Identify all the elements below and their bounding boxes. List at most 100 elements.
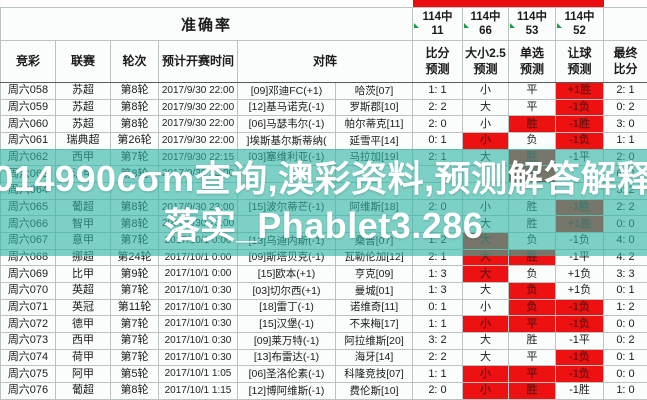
cell-handicap: +1胜 bbox=[555, 215, 604, 234]
cell-away: 科隆竞技[07] bbox=[335, 365, 413, 384]
cell-away: 马拉加[19] bbox=[335, 148, 413, 167]
cell-time bbox=[158, 182, 238, 200]
cell-home: ]埃斯基尔斯蒂纳( bbox=[237, 132, 336, 150]
cell-league: 英超 bbox=[55, 282, 111, 300]
col-header-handicap: 让球 预测 bbox=[555, 40, 604, 83]
cell-handicap: -1负 bbox=[555, 132, 604, 150]
col-header-round: 轮次 bbox=[110, 40, 159, 83]
cell-time: 2017/9/30 22:00 bbox=[158, 98, 238, 117]
table-row: 周六076 葡超 第8轮 2017/10/1 1:15 [12]博阿维斯(-1) 费伦斯[… bbox=[0, 382, 647, 400]
cell-league: 挪超 bbox=[55, 248, 111, 267]
cell-final: 0: 0 bbox=[603, 215, 647, 234]
accuracy-stat-handicap: 114中 52 bbox=[555, 7, 604, 41]
cell-handicap: +1胜 bbox=[555, 82, 604, 100]
cell-home: [09]斯塔贝克(-1) bbox=[237, 248, 336, 267]
cell-final: 0: 0 bbox=[603, 365, 647, 384]
cell-no: 周六062 bbox=[0, 148, 56, 167]
cell-home: [15]汉堡(-1) bbox=[237, 315, 336, 334]
cell-single: 胜 bbox=[508, 382, 556, 400]
table-row: 周六065 葡超 第8轮 2017/9/30 23:00 [15]波尔蒂芒(-1) 阿维斯… bbox=[0, 198, 647, 217]
cell-time: 2017/10/1 0:30 bbox=[158, 315, 238, 334]
cell-round: 第5轮 bbox=[110, 365, 159, 384]
cell-round: 第11轮 bbox=[110, 298, 159, 317]
cell-home: [03]切尔西(+1) bbox=[237, 282, 336, 300]
cell-no: 周六072 bbox=[0, 315, 56, 334]
cell-away: 帕尔蒂克[11] bbox=[335, 115, 413, 134]
cell-no: 周六069 bbox=[0, 265, 56, 284]
cell-no: 周六067 bbox=[0, 232, 56, 250]
cell-round: 第8轮 bbox=[110, 115, 159, 134]
cell-time: 2017/10/1 0:30 bbox=[158, 282, 238, 300]
cell-final: 3: 3 bbox=[603, 265, 647, 284]
cell-ou: 大 bbox=[462, 98, 509, 117]
cell-score bbox=[412, 165, 463, 184]
table-row: 周六068 挪超 第24轮 2017/10/1 0:00 [09]斯塔贝克(-1) 瓦勒伦… bbox=[0, 248, 647, 267]
cell-round: 第7轮 bbox=[110, 348, 159, 367]
cell-score: 1: 3 bbox=[412, 282, 463, 300]
cell-home: [09]莱万特(-1) bbox=[237, 332, 336, 350]
cell-single: 平 bbox=[508, 82, 556, 100]
table-row: 周六064 3: 2 bbox=[0, 182, 647, 200]
col-header-no: 竞彩 bbox=[0, 40, 56, 83]
cell-ou: 小 bbox=[462, 382, 509, 400]
cell-league: 葡超 bbox=[55, 198, 111, 217]
cell-score bbox=[412, 182, 463, 200]
cell-time: 2017/9/30 22:15 bbox=[158, 148, 238, 167]
table-row: 周六066 智甲 第8轮 2017/9/30 23:00 大胜 +1胜 0: 0 bbox=[0, 215, 647, 234]
cell-no: 周六075 bbox=[0, 365, 56, 384]
cell-time: 2017/10/1 0:30 bbox=[158, 348, 238, 367]
corner-marker-icon bbox=[557, 22, 562, 28]
cell-away bbox=[335, 182, 413, 200]
cell-round: 第7轮 bbox=[110, 282, 159, 300]
cell-home: [12]基马诺克(-1) bbox=[237, 98, 336, 117]
table-row: 周六059 苏超 第8轮 2017/9/30 22:00 [12]基马诺克(-1) 罗斯郡… bbox=[0, 98, 647, 117]
col-header-league: 联赛 bbox=[55, 40, 111, 83]
cell-league: 英冠 bbox=[55, 298, 111, 317]
accuracy-title: 准确率 bbox=[0, 7, 413, 41]
cell-score: 1: 1 bbox=[412, 82, 463, 100]
cell-no: 周六071 bbox=[0, 298, 56, 317]
cell-handicap: -1负 bbox=[555, 298, 604, 317]
cell-single: 平 bbox=[508, 98, 556, 117]
cell-final: 3: 0 bbox=[603, 115, 647, 134]
table-row: 周六060 苏超 第8轮 2017/9/30 22:00 [06]马瑟韦尔(-1) 帕尔蒂… bbox=[0, 115, 647, 134]
cell-home bbox=[237, 182, 336, 200]
cell-handicap: +1负 bbox=[555, 265, 604, 284]
cell-score: 2: 1 bbox=[412, 248, 463, 267]
cell-single: 胜 bbox=[508, 332, 556, 350]
cell-final: 1: 0 bbox=[603, 382, 647, 400]
cell-league: 阿甲 bbox=[55, 365, 111, 384]
cell-time: 2017/10/1 1:05 bbox=[158, 365, 238, 384]
cell-single: 胜 bbox=[508, 215, 556, 234]
corner-marker-icon bbox=[510, 22, 515, 28]
cell-ou: 大 bbox=[462, 148, 509, 167]
cell-home: [06]圣洛伦素(-1) bbox=[237, 365, 336, 384]
cell-handicap bbox=[555, 165, 604, 184]
cell-time: 2017/9/30 23:00 bbox=[158, 215, 238, 234]
cell-handicap: -1负 bbox=[555, 98, 604, 117]
cell-home: [13]乌迪内斯(-1) bbox=[237, 232, 336, 250]
cell-single: 平 bbox=[508, 348, 556, 367]
cell-ou: 大 bbox=[462, 232, 509, 250]
cell-home: [15]欧本(+1) bbox=[237, 265, 336, 284]
cell-away: 诺维奇[11] bbox=[335, 298, 413, 317]
cell-time: 2017/9/30 23:00 bbox=[158, 165, 238, 184]
cell-handicap: -1胜 bbox=[555, 115, 604, 134]
cell-no: 周六070 bbox=[0, 282, 56, 300]
cell-away: 哈茨[07] bbox=[335, 82, 413, 100]
cell-single: 胜 bbox=[508, 165, 556, 184]
cell-home: [15]波尔蒂芒(-1) bbox=[237, 198, 336, 217]
cell-home: [18]雷丁(-1) bbox=[237, 298, 336, 317]
cell-round: 第24轮 bbox=[110, 248, 159, 267]
cell-ou: 小 bbox=[462, 298, 509, 317]
cell-score: 1: 1 bbox=[412, 365, 463, 384]
cell-away: 不来梅[17] bbox=[335, 315, 413, 334]
cell-single: 负 bbox=[508, 232, 556, 250]
cell-single bbox=[508, 182, 556, 200]
cell-handicap bbox=[555, 182, 604, 200]
cell-round: 第7轮 bbox=[110, 148, 159, 167]
cell-away bbox=[335, 215, 413, 234]
cell-round: 第8轮 bbox=[110, 215, 159, 234]
cell-league: 比甲 bbox=[55, 265, 111, 284]
